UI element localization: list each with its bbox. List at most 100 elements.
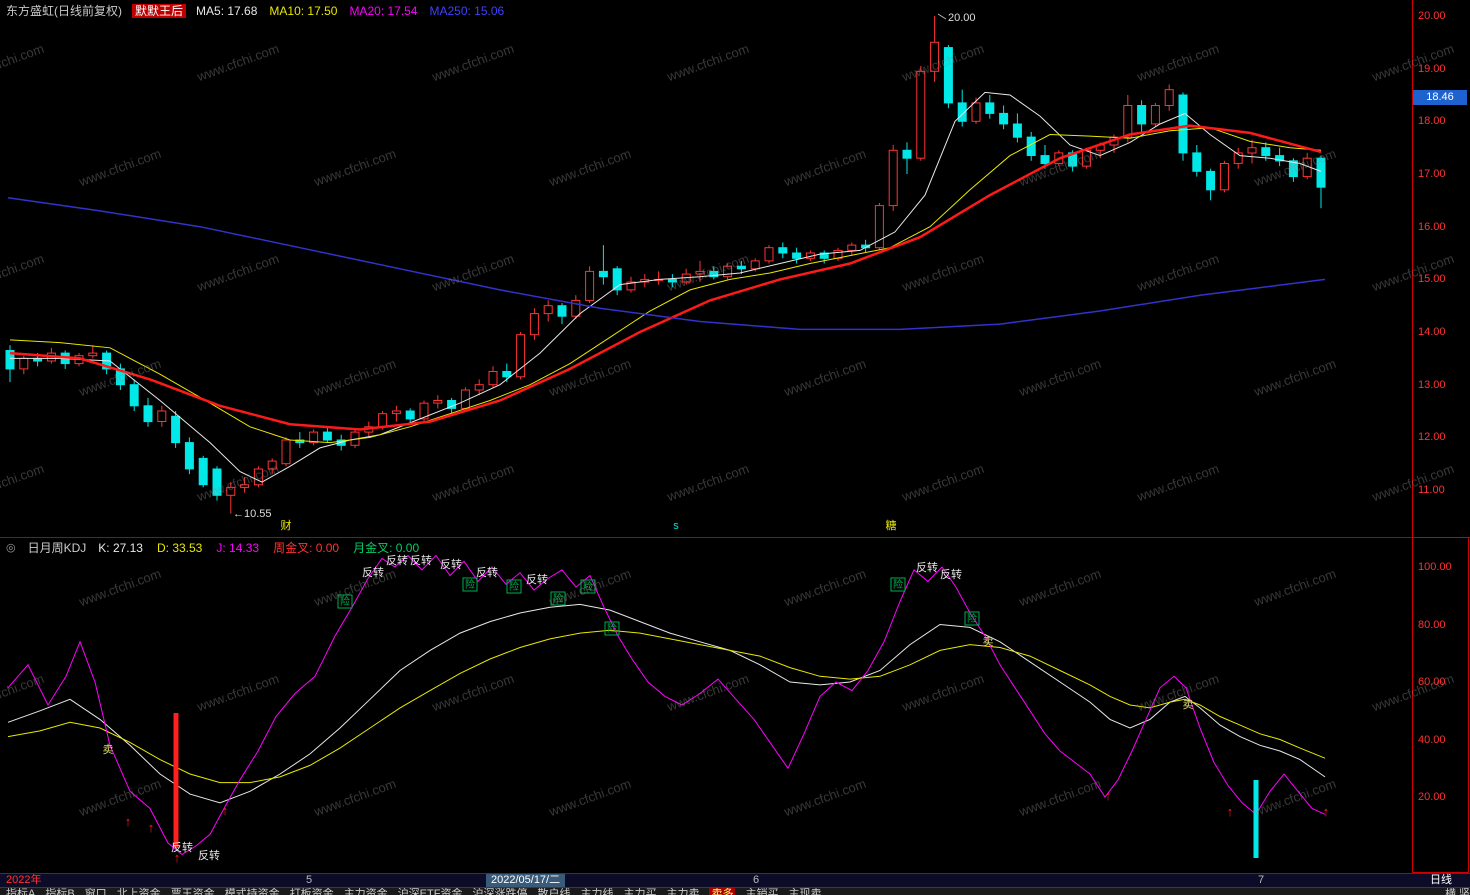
kdj-axis-frame [1412, 537, 1469, 873]
buy-arrow: ↑ [1323, 804, 1330, 819]
risk-box [462, 577, 478, 592]
kdj-value-label: 周金叉: 0.00 [273, 541, 340, 555]
ma-legend: MA5: 17.68 MA10: 17.50 MA20: 17.54 MA250: 1… [196, 4, 516, 18]
status-tab-卖多[interactable]: 卖多 [709, 888, 736, 895]
kdj-value-axis: 100.00 80.00 60.00 40.00 20.00 [1413, 537, 1470, 873]
ma-label: MA20: 17.54 [349, 3, 418, 18]
ma-label: MA5: 17.68 [196, 3, 258, 18]
indicator-name[interactable]: 日月周KDJ [27, 541, 87, 555]
status-tab-主力资金[interactable]: 主力资金 [343, 888, 388, 895]
status-tab-指标A[interactable]: 指标A [6, 888, 36, 895]
indicator-collapse-icon[interactable]: ◎ [6, 542, 16, 554]
reversal-label: 反转 [916, 560, 938, 574]
kdj-value-label: K: 27.13 [98, 541, 143, 555]
status-tab-打板资金[interactable]: 打板资金 [289, 888, 334, 895]
status-right-labels[interactable]: 横 竖 [1444, 888, 1470, 895]
selected-date-box: 2022/05/17/二 [486, 874, 566, 887]
price-tick: 17.00 [1418, 168, 1446, 180]
high-price-callout: 20.00 [948, 12, 976, 24]
buy-arrow: ↑ [1105, 788, 1112, 803]
status-tab-票王资金[interactable]: 票王资金 [170, 888, 215, 895]
risk-label: 险 [465, 578, 475, 591]
kdj-line-D [7, 629, 1326, 784]
risk-label: 险 [553, 592, 563, 605]
risk-label: 险 [340, 595, 350, 608]
price-tick: 14.00 [1418, 326, 1446, 339]
price-tick: 20.00 [1418, 10, 1446, 22]
ma-label: MA10: 17.50 [269, 3, 338, 18]
ma-line-MA10 [9, 127, 1322, 444]
ma-line-MA20 [9, 124, 1322, 431]
price-tick: 15.00 [1418, 273, 1446, 286]
signal-bar [1253, 780, 1259, 858]
status-tab-主力线[interactable]: 主力线 [580, 888, 614, 895]
buy-arrow: ↑ [174, 850, 181, 865]
reversal-label: 反转 [940, 567, 962, 581]
kdj-tick: 40.00 [1418, 733, 1446, 746]
ma-label: MA250: 15.06 [429, 3, 505, 18]
reversal-label: 反转 [362, 565, 384, 579]
stock-title: 东方盛虹(日线前复权) [6, 4, 122, 18]
status-tab-主现卖[interactable]: 主现卖 [788, 888, 822, 895]
reversal-label: 反转 [476, 565, 498, 579]
risk-box [506, 579, 522, 594]
risk-box [580, 579, 596, 594]
candlestick-layer [5, 16, 1326, 514]
status-tab-沪深ETF资金[interactable]: 沪深ETF资金 [397, 888, 463, 895]
status-tab-散户线[interactable]: 散户线 [537, 888, 571, 895]
reversal-label: 反转 [526, 572, 548, 586]
price-axis: 20.00 19.00 18.00 17.00 16.00 15.00 14.00 13.00… [1413, 0, 1470, 537]
status-tab-指标B[interactable]: 指标B [45, 888, 75, 895]
buy-arrow: ↑ [222, 803, 229, 818]
sell-label: 卖 [1183, 698, 1194, 711]
risk-box [550, 591, 566, 606]
kdj-value-label: 月金叉: 0.00 [353, 541, 420, 555]
reversal-label: 反转 [410, 553, 432, 567]
risk-label: 险 [583, 580, 593, 593]
timeline-month-label: 5 [306, 874, 313, 886]
kdj-tick: 80.00 [1418, 618, 1446, 631]
risk-label: 险 [893, 578, 903, 591]
risk-box [604, 621, 620, 636]
status-tab-主销买[interactable]: 主销买 [745, 888, 779, 895]
status-bar: 指标A 指标B 窗口 北上资金 票王资金 模式持资金 打板资金 主力资金 沪深ETF资金 沪深涨跌… [0, 887, 1470, 895]
status-tab-沪深涨跌停[interactable]: 沪深涨跌停 [472, 888, 528, 895]
event-marker: 财 [281, 518, 292, 532]
event-marker: 糖 [886, 518, 897, 532]
status-tab-模式持资金[interactable]: 模式持资金 [224, 888, 280, 895]
risk-box [337, 594, 353, 609]
price-tick: 18.00 [1418, 115, 1446, 128]
kdj-tick: 60.00 [1418, 676, 1446, 688]
signal-bar [173, 713, 179, 848]
low-price-callout: ←10.55 [233, 508, 272, 520]
risk-label: 险 [607, 622, 617, 635]
reversal-label: 反转 [386, 553, 408, 567]
status-tab-北上资金[interactable]: 北上资金 [116, 888, 161, 895]
kdj-tick: 100.00 [1418, 561, 1452, 573]
price-tick: 16.00 [1418, 220, 1446, 233]
risk-box [964, 611, 980, 626]
kdj-value-label: J: 14.33 [216, 541, 260, 555]
status-tab-主力卖[interactable]: 主力卖 [666, 888, 700, 895]
kdj-tick: 20.00 [1418, 791, 1446, 803]
kdj-line-J [7, 554, 1326, 856]
reversal-label: 反转 [198, 848, 220, 862]
price-tick: 19.00 [1418, 62, 1446, 75]
price-tick: 13.00 [1418, 378, 1446, 391]
price-tick: 11.00 [1418, 484, 1445, 497]
kdj-values: K: 27.13 D: 33.53 J: 14.33 周金叉: 0.00 月金叉: 0.… [98, 539, 433, 556]
risk-label: 险 [509, 580, 519, 593]
status-tab-窗口[interactable]: 窗口 [84, 888, 107, 895]
period-label[interactable]: 日线 [1430, 874, 1452, 886]
price-tick: 12.00 [1418, 431, 1446, 444]
kdj-indicator-header: ◎ 日月周KDJ K: 27.13 D: 33.53 J: 14.33 周金叉: 0.… [6, 539, 433, 556]
status-tab-主力买[interactable]: 主力买 [623, 888, 657, 895]
risk-label: 险 [967, 612, 977, 625]
ma-line-MA250 [7, 196, 1326, 331]
buy-arrow: ↑ [125, 814, 132, 829]
reversal-label: 反转 [171, 840, 193, 854]
chart-header: 东方盛虹(日线前复权) 默默王后 MA5: 17.68 MA10: 17.50 MA… [6, 2, 516, 19]
timeline-bar: 2022年 2022/05/17/二 日线 5 6 7 [0, 873, 1470, 888]
